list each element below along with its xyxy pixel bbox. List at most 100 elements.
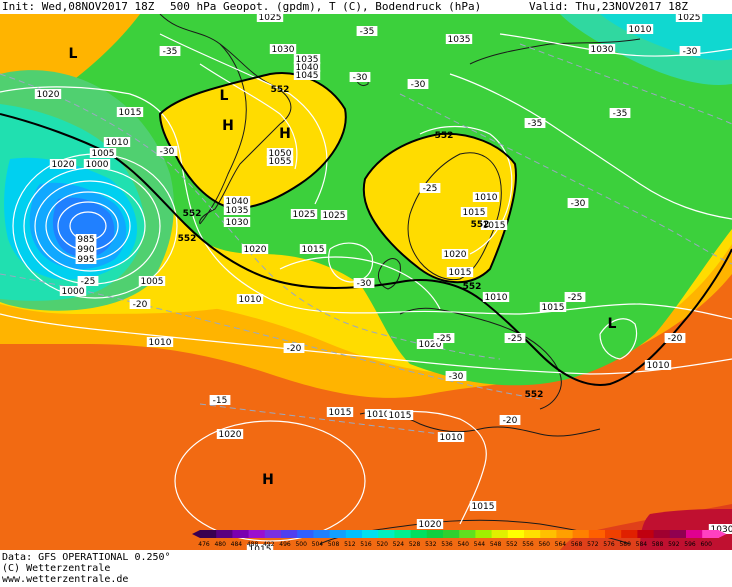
pressure-center-label: L	[220, 88, 229, 104]
isobar-label: 1010	[629, 25, 652, 35]
isobar-label: 1035	[226, 206, 249, 216]
colorbar-swatch	[329, 530, 347, 538]
colorbar-swatch	[572, 530, 590, 538]
colorbar-swatch	[200, 530, 217, 538]
website-link[interactable]: www.wetterzentrale.de	[2, 574, 129, 585]
isobar-label-box	[708, 524, 732, 534]
temp-line	[519, 43, 732, 125]
isobar-high-2	[199, 63, 298, 170]
isobar-label: 1030	[711, 525, 732, 535]
temperature-label-box	[433, 333, 455, 343]
colorbar-swatch	[281, 530, 298, 538]
isobar-label: 1025	[259, 14, 282, 23]
valid-value: Thu,23NOV2017 18Z	[575, 0, 688, 13]
isobar-label-box	[216, 429, 244, 439]
isobar-label-box	[223, 205, 251, 215]
isobar-label-box	[539, 302, 567, 312]
temperature-label: -25	[81, 277, 96, 287]
colorbar-tick-label: 528	[409, 541, 421, 548]
geopotential-label: 552	[463, 282, 482, 292]
temperature-label-box	[156, 146, 178, 156]
colorbar-swatch	[362, 530, 379, 538]
isobar-label: 985	[77, 235, 94, 245]
colorbar-swatch	[653, 530, 671, 538]
colorbar-tick-label: 492	[263, 541, 275, 548]
isobar-label-box	[460, 207, 488, 217]
isobar-label-box	[416, 519, 444, 529]
temperature-label: -35	[528, 119, 543, 129]
isobar-label: 1010	[149, 338, 172, 348]
colorbar-tick-label: 484	[231, 541, 243, 548]
colorbar-swatch	[216, 530, 233, 538]
geopot-552-ridge-west	[158, 72, 347, 209]
map-canvas: LLH HLH1025103010351040104510501055102010…	[0, 14, 732, 550]
isobar-label: 1010	[475, 193, 498, 203]
temperature-label-box	[356, 26, 378, 36]
data-source-text: Data: GFS OPERATIONAL 0.250°	[2, 552, 171, 563]
temperature-label: -30	[571, 199, 586, 209]
temperature-label: -30	[353, 73, 368, 83]
low-core	[52, 197, 115, 258]
isobar-1020	[279, 256, 441, 310]
colorbar-tick-label: 488	[247, 541, 259, 548]
isobar-label: 1020	[244, 245, 267, 255]
colorbar-swatch	[686, 530, 703, 538]
isobar-label-box	[246, 544, 274, 550]
temperature-label-box	[499, 415, 521, 425]
isobar-label: 1050	[269, 149, 292, 159]
temperature-label-box	[283, 343, 305, 353]
isobar-1030	[449, 73, 732, 220]
colorbar-swatch	[605, 530, 622, 538]
colorbar-swatch	[588, 530, 606, 538]
isobar-label: 1015	[472, 502, 495, 512]
isobar-label-box	[482, 292, 510, 302]
colorbar-swatch	[394, 530, 412, 538]
isobar-label-box	[269, 44, 297, 54]
colorbar-swatch	[556, 530, 574, 538]
isobar-label-box	[256, 14, 284, 22]
isobar-label: 1010	[106, 138, 129, 148]
isobar-label-box	[75, 254, 97, 264]
isobar-label: 1005	[141, 277, 164, 287]
temperature-label: -35	[163, 47, 178, 57]
colorbar-swatch	[248, 530, 266, 538]
colorbar-swatch	[232, 530, 250, 538]
temperature-label: -30	[449, 372, 464, 382]
isobar-label: 995	[77, 255, 94, 265]
pressure-center-label: H	[279, 126, 291, 142]
temperature-label-box	[209, 395, 231, 405]
pressure-center-label: H	[222, 118, 234, 134]
isobar-label: 1030	[591, 45, 614, 55]
isobar-label-box	[480, 220, 508, 230]
isobar-label-box	[75, 234, 97, 244]
temperature-label: -15	[213, 396, 228, 406]
isobar-label: 1025	[323, 211, 346, 221]
isobar-label-box	[293, 70, 321, 80]
valid-label: Valid:	[529, 0, 569, 13]
temperature-label-box	[664, 333, 686, 343]
isobar-low-east	[599, 318, 638, 360]
colorbar-tick-label: 584	[636, 541, 648, 548]
colorbar-tick-label: 476	[198, 541, 210, 548]
colorbar-tick-label: 520	[376, 541, 388, 548]
pressure-center-label: L	[69, 46, 78, 62]
colorbar-tick-label: 572	[587, 541, 599, 548]
isobar-label: 1015	[483, 221, 506, 231]
isobar-label-box	[293, 62, 321, 72]
isobar-ring	[174, 420, 366, 542]
temp-line	[199, 403, 441, 435]
colorbar-tick-label: 552	[506, 541, 518, 548]
isobar-label-box	[326, 407, 354, 417]
colorbar-swatch	[540, 530, 557, 538]
isobar-label-box	[241, 244, 269, 254]
isobar-label-box	[138, 276, 166, 286]
colorbar-tick-label: 560	[538, 541, 550, 548]
pressure-center-label: H	[262, 472, 274, 488]
fields-header: 500 hPa Geopot. (gpdm), T (C), Bodendruc…	[170, 0, 482, 13]
isobar-label-box	[293, 54, 321, 64]
isobar-label: 1020	[219, 430, 242, 440]
temperature-label-box	[407, 79, 429, 89]
isobar-label: 1025	[678, 14, 701, 23]
geopotential-label: 552	[178, 234, 197, 244]
isobar-label: 990	[77, 245, 94, 255]
